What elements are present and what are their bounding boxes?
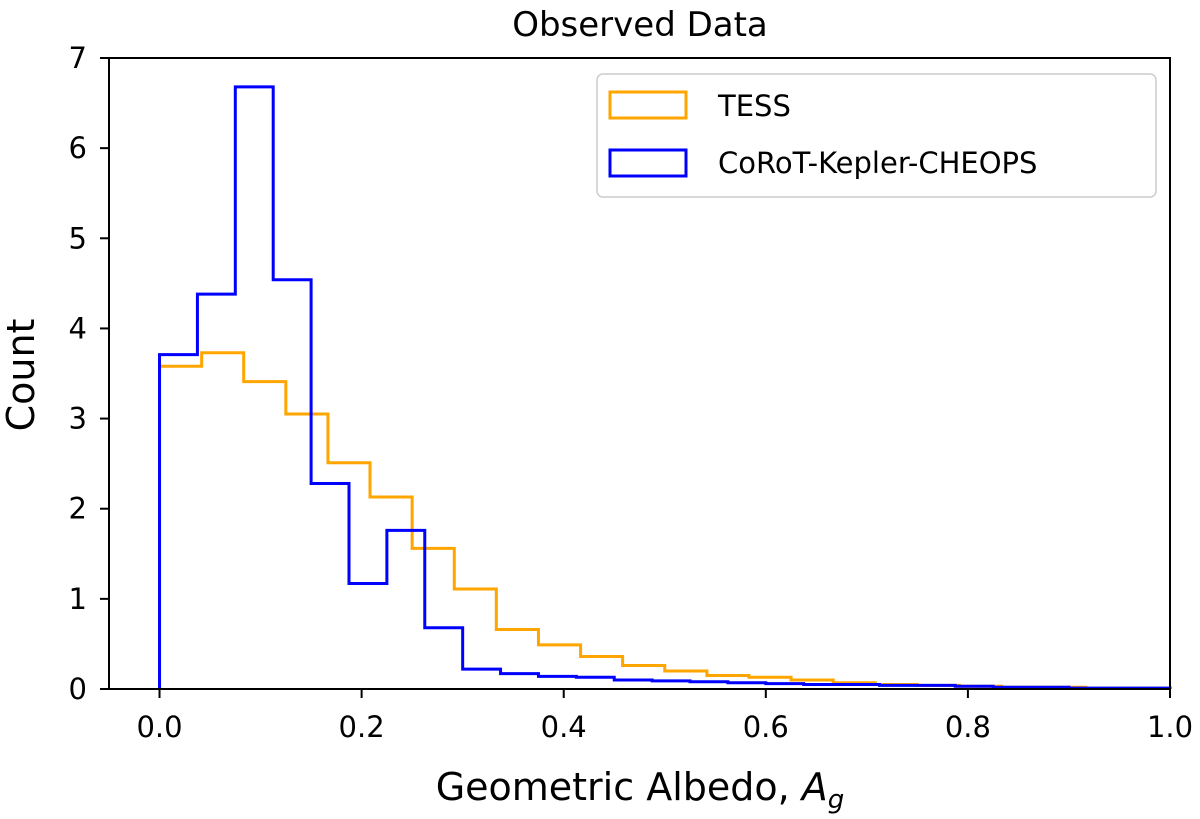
x-axis-label-subscript: g: [828, 785, 845, 815]
x-tick-label: 0.2: [339, 710, 385, 744]
y-tick-label: 4: [69, 311, 87, 345]
chart-title: Observed Data: [512, 5, 768, 45]
legend: TESS CoRoT-Kepler-CHEOPS: [596, 73, 1157, 198]
x-axis-label-symbol: A: [799, 765, 828, 809]
y-tick-label: 5: [69, 221, 87, 255]
y-axis-label: Count: [0, 319, 43, 432]
x-axis-ticks: 0.0 0.2 0.4 0.6 0.8 1.0: [136, 689, 1193, 744]
x-axis-label-main: Geometric Albedo,: [436, 765, 802, 809]
y-tick-label: 7: [69, 41, 87, 75]
series-step-corot-kepler-cheops: [158, 85, 1172, 690]
legend-swatch-tess: [608, 90, 688, 120]
y-tick-label: 1: [69, 582, 87, 616]
x-tick-label: 0.4: [541, 710, 587, 744]
y-tick-label: 2: [69, 492, 87, 526]
legend-frame: [596, 73, 1157, 198]
y-tick-label: 6: [69, 131, 87, 165]
x-axis-label: Geometric Albedo, Ag: [436, 765, 845, 815]
y-tick-label: 0: [69, 672, 87, 706]
x-tick-label: 0.6: [743, 710, 789, 744]
legend-label-tess: TESS: [717, 89, 791, 123]
legend-swatch-corot-kepler-cheops: [608, 148, 688, 178]
y-tick-label: 3: [69, 402, 87, 436]
legend-label-corot-kepler-cheops: CoRoT-Kepler-CHEOPS: [718, 146, 1037, 180]
x-tick-label: 0.0: [136, 710, 182, 744]
y-axis-ticks: 0 1 2 3 4 5 6 7: [69, 41, 109, 706]
plot-series: [158, 85, 1172, 690]
plot-frame: [108, 57, 1171, 690]
x-tick-label: 1.0: [1147, 710, 1193, 744]
x-tick-label: 0.8: [945, 710, 991, 744]
